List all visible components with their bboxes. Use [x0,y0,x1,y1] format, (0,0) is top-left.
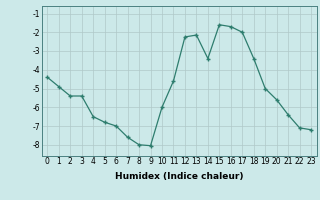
X-axis label: Humidex (Indice chaleur): Humidex (Indice chaleur) [115,172,244,181]
